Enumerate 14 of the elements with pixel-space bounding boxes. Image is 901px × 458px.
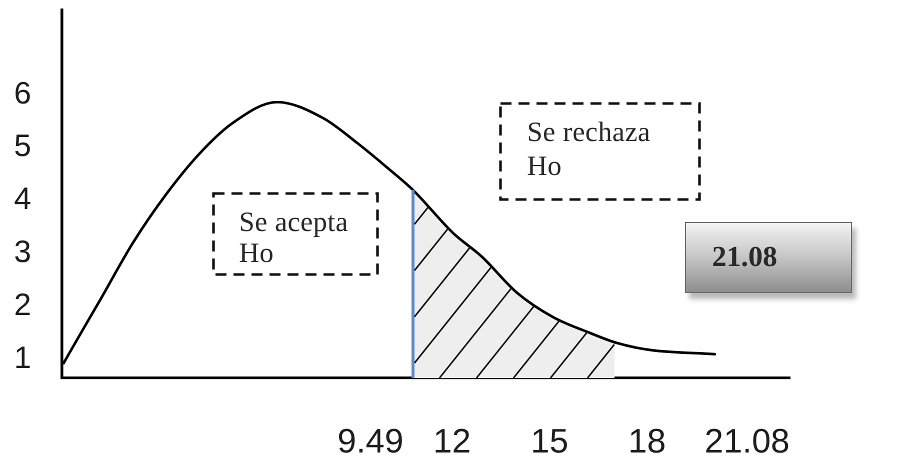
annotation: Se rechaza Ho — [527, 116, 652, 184]
y-tick-label: 4 — [14, 181, 32, 216]
x-tick-label: 15 — [530, 422, 568, 458]
x-tick-label: 21.08 — [704, 422, 790, 458]
annotation: 21.08 — [712, 241, 778, 273]
y-tick-label: 2 — [14, 287, 32, 322]
y-tick-label: 1 — [14, 340, 32, 376]
y-tick-label: 3 — [14, 234, 32, 270]
annotation: Se acepta Ho — [239, 207, 350, 269]
y-tick-label: 5 — [14, 128, 32, 164]
y-tick-label: 6 — [14, 75, 32, 110]
x-tick-label: 12 — [433, 422, 471, 458]
x-tick-label: 9.49 — [337, 422, 404, 458]
x-tick-label: 18 — [628, 422, 666, 458]
